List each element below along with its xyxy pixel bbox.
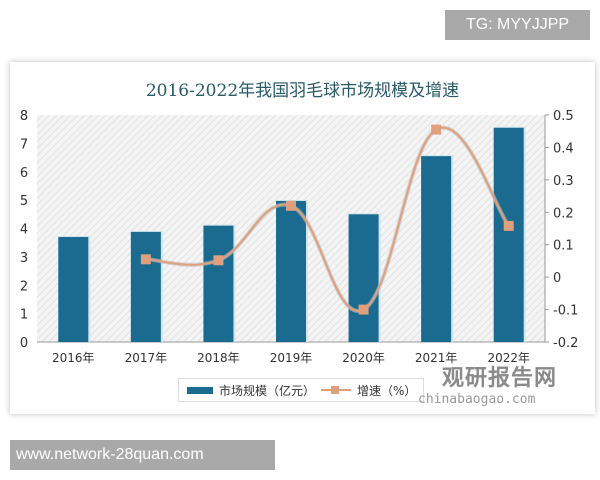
- left-tick-label: 1: [20, 308, 28, 323]
- chart-title: 2016-2022年我国羽毛球市场规模及增速: [145, 81, 460, 101]
- legend: 市场规模（亿元） 增速（%）: [178, 378, 424, 402]
- growth-marker: [286, 200, 296, 211]
- x-tick-label: 2016年: [52, 351, 95, 365]
- logo-en: chinabaogao.com: [418, 392, 536, 407]
- left-tick-label: 2: [20, 279, 28, 294]
- left-tick-label: 6: [20, 166, 28, 181]
- left-tick-label: 4: [20, 223, 28, 238]
- bar: [130, 231, 161, 342]
- right-tick-label: 0.4: [553, 141, 574, 156]
- x-tick-label: 2018年: [197, 351, 240, 365]
- x-tick-label: 2021年: [415, 351, 458, 365]
- right-tick-label: -0.1: [553, 304, 578, 319]
- x-tick-label: 2019年: [270, 351, 313, 365]
- right-tick-label: -0.2: [553, 336, 578, 351]
- right-tick-label: 0.5: [553, 109, 574, 124]
- watermark-top: TG: MYYJJPP: [445, 10, 590, 40]
- legend-label-line: 增速（%）: [357, 383, 417, 398]
- watermark-bottom: www.network-28quan.com: [10, 440, 275, 470]
- growth-marker: [503, 220, 514, 231]
- legend-label-bar: 市场规模（亿元）: [219, 383, 316, 398]
- right-tick-label: 0.2: [553, 206, 574, 221]
- growth-marker: [358, 304, 369, 315]
- logo-watermark: 观研报告网 chinabaogao.com: [410, 360, 557, 407]
- left-tick-label: 5: [20, 194, 28, 209]
- growth-marker: [431, 124, 442, 135]
- bar: [421, 156, 452, 342]
- growth-marker: [213, 255, 224, 266]
- right-tick-label: 0.3: [553, 174, 574, 189]
- x-tick-label: 2017年: [125, 351, 168, 365]
- bar: [348, 214, 379, 342]
- left-tick-label: 8: [20, 109, 28, 124]
- chart-card: 2016-2022年我国羽毛球市场规模及增速 0 1 2 3 4 5 6 7 8 -0.2 -0.1…: [10, 62, 595, 414]
- legend-swatch-line: [321, 385, 352, 395]
- left-tick-label: 0: [20, 336, 28, 351]
- right-tick-label: 0: [553, 271, 561, 286]
- x-tick-label: 2020年: [342, 351, 385, 365]
- legend-swatch-bar: [187, 386, 213, 394]
- x-tick-label: 2022年: [487, 351, 530, 365]
- bar: [58, 237, 89, 342]
- bar: [276, 200, 306, 342]
- bar: [203, 225, 234, 342]
- chart-svg: 0 1 2 3 4 5 6 7 8 -0.2 -0.1 0 0.1 0.2 0.3 0.4 0.5 2016年 20…: [20, 109, 579, 365]
- left-tick-label: 3: [20, 251, 28, 266]
- left-tick-label: 7: [20, 137, 28, 152]
- right-tick-label: 0.1: [553, 239, 574, 254]
- bar: [493, 127, 524, 342]
- growth-marker: [140, 254, 151, 265]
- logo-cn: 观研报告网: [442, 366, 558, 391]
